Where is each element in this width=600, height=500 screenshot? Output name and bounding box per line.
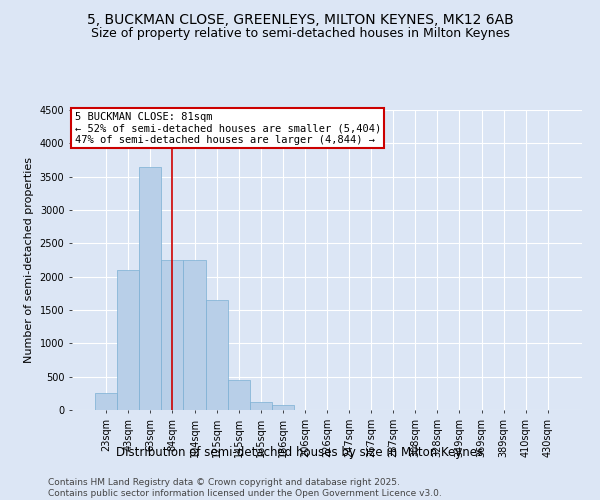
Bar: [206, 300, 227, 410]
Bar: [184, 260, 206, 410]
Bar: [139, 166, 161, 410]
Text: 5 BUCKMAN CLOSE: 81sqm
← 52% of semi-detached houses are smaller (5,404)
47% of : 5 BUCKMAN CLOSE: 81sqm ← 52% of semi-det…: [74, 112, 381, 144]
Bar: [227, 380, 250, 410]
Text: 5, BUCKMAN CLOSE, GREENLEYS, MILTON KEYNES, MK12 6AB: 5, BUCKMAN CLOSE, GREENLEYS, MILTON KEYN…: [86, 12, 514, 26]
Text: Size of property relative to semi-detached houses in Milton Keynes: Size of property relative to semi-detach…: [91, 28, 509, 40]
Text: Distribution of semi-detached houses by size in Milton Keynes: Distribution of semi-detached houses by …: [116, 446, 484, 459]
Bar: [250, 402, 272, 410]
Text: Contains HM Land Registry data © Crown copyright and database right 2025.
Contai: Contains HM Land Registry data © Crown c…: [48, 478, 442, 498]
Bar: [161, 260, 184, 410]
Bar: [95, 394, 117, 410]
Bar: [272, 406, 294, 410]
Bar: [117, 270, 139, 410]
Y-axis label: Number of semi-detached properties: Number of semi-detached properties: [24, 157, 34, 363]
